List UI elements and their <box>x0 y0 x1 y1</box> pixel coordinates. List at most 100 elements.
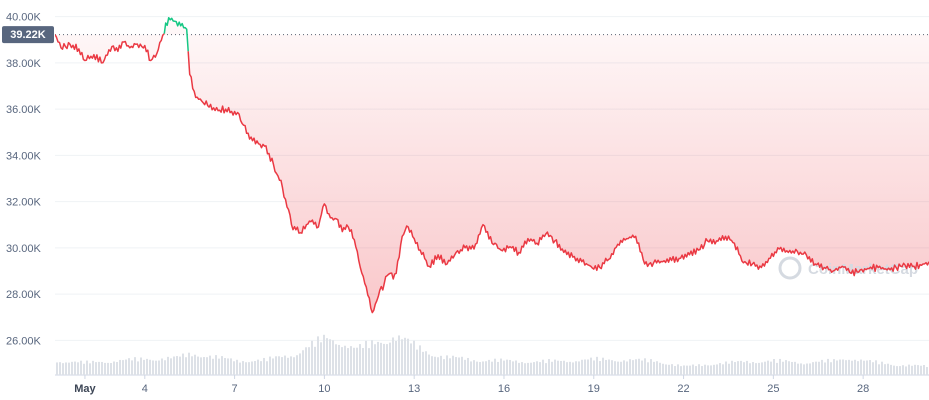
volume-bar <box>188 352 190 375</box>
volume-bar <box>338 344 340 375</box>
volume-bar <box>818 361 820 375</box>
volume-bar <box>749 363 751 375</box>
volume-bar <box>650 359 652 375</box>
volume-bar <box>365 340 367 375</box>
volume-bar <box>491 361 493 375</box>
volume-bar <box>833 359 835 375</box>
x-tick-label: 4 <box>142 383 148 395</box>
volume-bar <box>638 358 640 375</box>
volume-bar <box>140 357 142 375</box>
volume-bar <box>380 342 382 375</box>
volume-bar <box>185 357 187 375</box>
watermark-text: CoinMarketCap <box>808 261 918 278</box>
volume-bars <box>56 334 928 375</box>
x-tick-label: 22 <box>677 383 689 395</box>
volume-bar <box>692 364 694 375</box>
volume-bar <box>398 335 400 375</box>
volume-bar <box>179 356 181 375</box>
volume-bar <box>515 360 517 375</box>
volume-bar <box>782 361 784 375</box>
volume-bar <box>239 362 241 375</box>
volume-bar <box>89 363 91 375</box>
volume-bar <box>116 362 118 375</box>
volume-bar <box>800 363 802 375</box>
volume-bar <box>890 364 892 375</box>
volume-bar <box>77 362 79 375</box>
volume-bar <box>812 362 814 375</box>
volume-bar <box>440 355 442 375</box>
volume-bar <box>701 366 703 375</box>
volume-bar <box>167 356 169 375</box>
volume-bar <box>740 360 742 375</box>
volume-bar <box>632 360 634 375</box>
volume-bar <box>191 356 193 375</box>
volume-bar <box>710 365 712 375</box>
y-tick-label: 30.00K <box>6 243 42 255</box>
volume-bar <box>653 361 655 375</box>
volume-bar <box>467 357 469 375</box>
volume-bar <box>737 361 739 375</box>
y-tick-label: 36.00K <box>6 104 42 116</box>
volume-bar <box>860 359 862 375</box>
volume-bar <box>824 362 826 375</box>
volume-bar <box>587 359 589 375</box>
volume-bar <box>875 360 877 375</box>
volume-bar <box>761 362 763 375</box>
volume-bar <box>233 361 235 375</box>
volume-bar <box>386 344 388 375</box>
volume-bar <box>629 359 631 375</box>
volume-bar <box>113 361 115 375</box>
price-line-below <box>55 33 165 64</box>
volume-bar <box>674 366 676 375</box>
volume-bar <box>149 359 151 375</box>
volume-bar <box>566 362 568 375</box>
volume-bar <box>413 340 415 375</box>
volume-bar <box>290 356 292 375</box>
volume-bar <box>563 360 565 375</box>
volume-bar <box>122 360 124 375</box>
volume-bar <box>647 362 649 375</box>
volume-bar <box>128 358 130 375</box>
volume-bar <box>809 363 811 375</box>
volume-bar <box>899 366 901 375</box>
volume-bar <box>158 360 160 375</box>
volume-bar <box>512 361 514 375</box>
volume-bar <box>842 359 844 375</box>
volume-bar <box>299 353 301 375</box>
volume-bar <box>719 363 721 375</box>
volume-bar <box>857 361 859 375</box>
volume-bar <box>62 363 64 375</box>
volume-bar <box>212 358 214 375</box>
volume-bar <box>878 364 880 375</box>
volume-bar <box>320 342 322 375</box>
volume-bar <box>623 360 625 375</box>
volume-bar <box>926 367 928 375</box>
x-axis: May 4 7 10 13 16 19 22 25 28 <box>74 375 869 395</box>
y-tick-label: 40.00K <box>6 12 42 24</box>
volume-bar <box>161 358 163 375</box>
volume-bar <box>137 361 139 375</box>
current-price-label: 39.22K <box>10 29 46 41</box>
volume-bar <box>683 365 685 375</box>
volume-bar <box>923 364 925 375</box>
x-tick-label: 25 <box>767 383 779 395</box>
volume-bar <box>866 360 868 375</box>
volume-bar <box>848 359 850 375</box>
volume-bar <box>341 347 343 375</box>
volume-bar <box>677 364 679 375</box>
volume-bar <box>794 361 796 375</box>
volume-bar <box>887 363 889 375</box>
volume-bar <box>725 361 727 375</box>
volume-bar <box>107 362 109 375</box>
volume-bar <box>560 360 562 375</box>
volume-bar <box>656 361 658 375</box>
volume-bar <box>689 365 691 375</box>
volume-bar <box>803 364 805 375</box>
volume-bar <box>164 360 166 375</box>
volume-bar <box>368 348 370 375</box>
volume-bar <box>836 360 838 375</box>
volume-bar <box>86 360 88 375</box>
volume-bar <box>671 364 673 375</box>
current-price-badge-bg <box>2 26 54 44</box>
